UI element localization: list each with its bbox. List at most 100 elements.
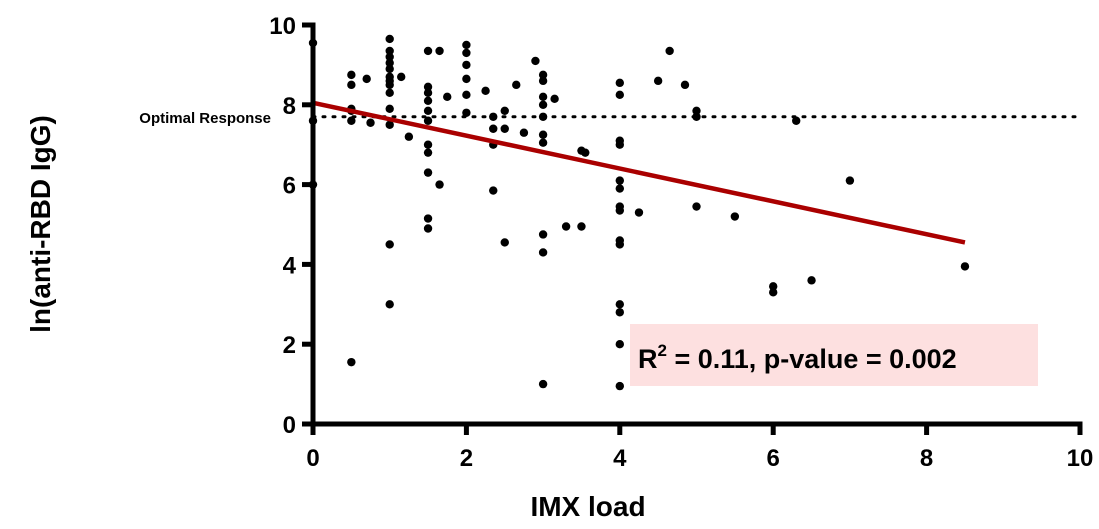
data-point [615, 206, 624, 215]
data-point [500, 238, 509, 247]
data-point [680, 80, 690, 90]
data-point [489, 112, 498, 121]
data-point [634, 208, 644, 217]
annotation-background [630, 324, 1038, 386]
data-point [347, 80, 356, 90]
data-point [385, 52, 394, 62]
data-point [615, 300, 624, 309]
data-point [538, 112, 548, 121]
data-point [531, 56, 540, 66]
data-point [692, 202, 701, 211]
annotation-stats: = 0.11, p-value = 0.002 [667, 344, 957, 374]
annotation-text: R2 = 0.11, p-value = 0.002 [638, 341, 957, 374]
data-point [538, 130, 548, 139]
data-point [845, 176, 855, 185]
data-point [423, 116, 433, 125]
data-point [519, 128, 529, 137]
data-point [423, 82, 433, 92]
data-point [538, 138, 548, 147]
data-point [385, 300, 394, 309]
x-tick-label: 10 [1067, 445, 1094, 472]
data-point [385, 80, 394, 90]
data-point [423, 96, 433, 106]
data-point [538, 248, 548, 257]
x-axis-title: IMX load [530, 491, 645, 522]
data-point [423, 148, 433, 157]
data-point [443, 92, 452, 102]
data-point [615, 381, 624, 391]
data-point [462, 90, 471, 100]
x-tick-label: 6 [767, 445, 780, 472]
data-point [385, 34, 394, 44]
data-point [807, 276, 816, 285]
data-point [581, 148, 590, 157]
y-axis-title: ln(anti-RBD IgG) [25, 115, 56, 333]
data-point [960, 262, 970, 271]
data-point [538, 230, 548, 239]
data-point [423, 46, 433, 56]
data-point [435, 46, 444, 56]
data-point [538, 379, 548, 389]
data-point [500, 124, 509, 133]
data-point [481, 86, 490, 96]
data-point [615, 78, 624, 88]
data-point [462, 108, 471, 117]
data-point [500, 106, 509, 115]
y-tick-label: 8 [283, 93, 296, 120]
data-point [385, 88, 394, 98]
data-point [769, 282, 778, 291]
x-tick-label: 2 [460, 445, 473, 472]
x-tick-label: 4 [613, 445, 627, 472]
data-point [653, 76, 663, 86]
y-axis-ticks: 0 2 4 6 8 10 [269, 13, 313, 439]
data-point [665, 46, 674, 56]
data-point [769, 288, 778, 297]
data-point [550, 94, 559, 104]
y-tick-label: 10 [269, 13, 296, 40]
data-point [366, 118, 375, 127]
annotation-box: R2 = 0.11, p-value = 0.002 [630, 324, 1038, 386]
data-point [423, 214, 433, 223]
data-point [385, 104, 394, 113]
data-point [615, 176, 624, 185]
data-point [538, 70, 548, 80]
data-point [538, 92, 548, 102]
data-point [615, 340, 624, 349]
regression-line [312, 100, 966, 245]
data-point [423, 88, 433, 98]
data-point [385, 240, 394, 249]
x-tick-label: 8 [920, 445, 933, 472]
y-tick-label: 6 [283, 173, 296, 200]
data-point [462, 60, 471, 70]
data-point [489, 124, 498, 133]
data-point [577, 222, 586, 231]
data-point [615, 308, 624, 317]
data-points [308, 34, 970, 391]
data-point [730, 212, 740, 221]
data-point [462, 40, 471, 50]
data-point [385, 58, 394, 68]
data-point [538, 76, 548, 86]
data-point [423, 140, 433, 149]
annotation-r-label: R [638, 344, 658, 374]
data-point [397, 72, 406, 82]
data-point [538, 100, 548, 110]
data-point [561, 222, 571, 231]
y-tick-label: 2 [283, 332, 296, 359]
data-point [512, 80, 521, 90]
data-point [347, 116, 356, 125]
y-tick-label: 4 [283, 252, 297, 279]
data-point [435, 180, 444, 189]
data-point [347, 357, 356, 367]
data-point [489, 186, 498, 195]
x-axis-ticks: 0 2 4 6 8 10 [306, 424, 1093, 472]
data-point [362, 74, 371, 84]
data-point [385, 46, 394, 56]
data-point [423, 224, 433, 233]
data-point [615, 140, 624, 149]
y-tick-label: 0 [283, 412, 296, 439]
optimal-response-label: Optimal Response [139, 110, 271, 127]
data-point [462, 74, 471, 84]
data-point [615, 240, 624, 249]
